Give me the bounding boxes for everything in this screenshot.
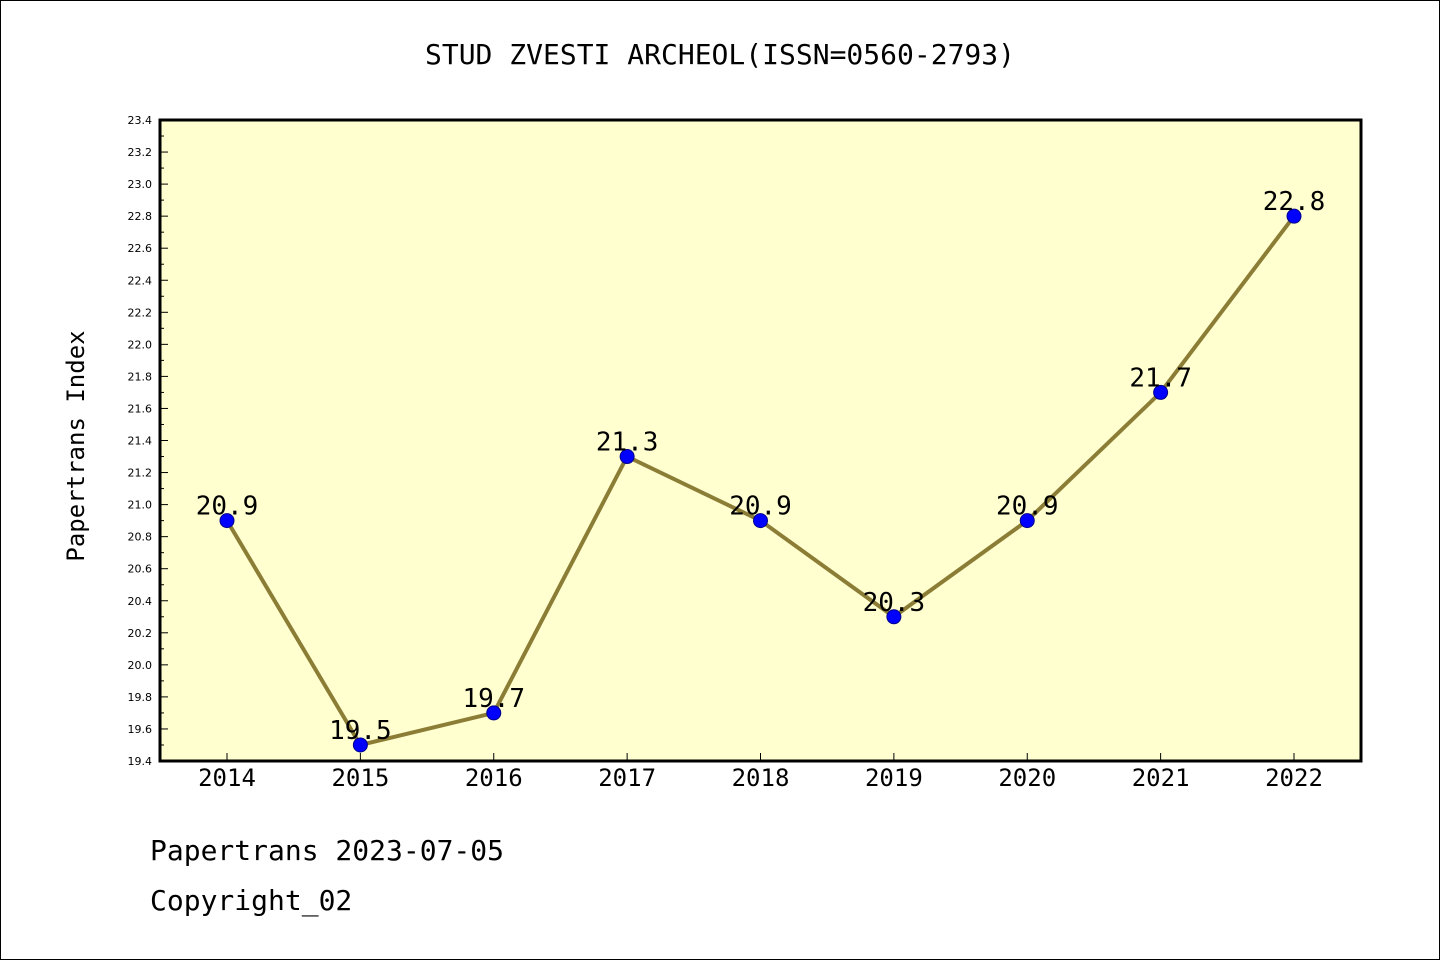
data-label: 20.9 bbox=[996, 492, 1059, 522]
data-label: 21.7 bbox=[1129, 363, 1192, 393]
y-tick-label: 20.8 bbox=[128, 531, 153, 544]
y-tick-label: 19.8 bbox=[128, 691, 153, 704]
x-tick-label: 2014 bbox=[198, 764, 256, 792]
y-axis-title: Papertrans Index bbox=[62, 330, 90, 561]
y-tick-label: 21.0 bbox=[128, 499, 153, 512]
y-tick-label: 21.6 bbox=[128, 402, 153, 415]
x-tick-label: 2017 bbox=[598, 764, 656, 792]
data-label: 22.8 bbox=[1263, 187, 1326, 217]
y-tick-label: 22.4 bbox=[128, 274, 153, 287]
data-label: 21.3 bbox=[596, 428, 659, 458]
y-tick-label: 19.6 bbox=[128, 723, 153, 736]
plot-area bbox=[160, 120, 1361, 761]
x-axis: 2014 2015 2016 2017 2018 2019 2020 2021 2022 bbox=[198, 753, 1323, 792]
data-point bbox=[352, 737, 368, 753]
y-tick-label: 22.8 bbox=[128, 210, 153, 223]
data-markers bbox=[219, 208, 1302, 753]
data-label: 20.3 bbox=[863, 588, 926, 618]
y-tick-label: 21.2 bbox=[128, 467, 153, 480]
x-tick-label: 2022 bbox=[1265, 764, 1323, 792]
data-label: 19.7 bbox=[462, 684, 525, 714]
chart-title: STUD ZVESTI ARCHEOL(ISSN=0560-2793) bbox=[424, 38, 1015, 71]
x-tick-label: 2018 bbox=[732, 764, 790, 792]
y-tick-label: 19.4 bbox=[128, 755, 153, 768]
y-tick-label: 21.8 bbox=[128, 370, 153, 383]
data-label: 20.9 bbox=[196, 492, 259, 522]
data-point bbox=[886, 609, 902, 625]
data-label: 20.9 bbox=[729, 492, 792, 522]
y-tick-label: 23.0 bbox=[128, 178, 153, 191]
y-axis: 19.4 19.6 19.8 20.0 20.2 20.4 20.6 20.8 21.0 21.2… bbox=[128, 114, 168, 768]
data-point bbox=[619, 449, 635, 465]
x-tick-label: 2021 bbox=[1132, 764, 1190, 792]
x-tick-label: 2019 bbox=[865, 764, 923, 792]
plot-border bbox=[158, 118, 1363, 763]
footer-copyright: Copyright_02 bbox=[150, 884, 353, 917]
y-tick-label: 22.6 bbox=[128, 242, 153, 255]
y-tick-label: 20.6 bbox=[128, 563, 153, 576]
data-label: 19.5 bbox=[329, 716, 392, 746]
footer-date-line: Papertrans 2023-07-05 bbox=[150, 834, 505, 867]
x-tick-label: 2015 bbox=[331, 764, 389, 792]
y-tick-label: 22.0 bbox=[128, 338, 153, 351]
data-labels: 20.9 19.5 19.7 21.3 20.9 20.3 20.9 21.7 22.8 bbox=[196, 187, 1326, 746]
y-tick-label: 20.4 bbox=[128, 595, 153, 608]
y-tick-label: 21.4 bbox=[128, 435, 153, 448]
data-point bbox=[753, 513, 768, 529]
x-tick-label: 2020 bbox=[998, 764, 1056, 792]
y-tick-label: 23.4 bbox=[128, 114, 153, 127]
data-point bbox=[1286, 208, 1302, 224]
x-tick-label: 2016 bbox=[465, 764, 523, 792]
y-tick-label: 23.2 bbox=[128, 146, 153, 159]
data-point bbox=[486, 705, 502, 721]
data-point bbox=[1019, 513, 1035, 529]
y-tick-label: 20.0 bbox=[128, 659, 153, 672]
y-tick-label: 22.2 bbox=[128, 306, 153, 319]
y-tick-label: 20.2 bbox=[128, 627, 153, 640]
data-point bbox=[219, 513, 235, 529]
data-point bbox=[1153, 384, 1169, 400]
